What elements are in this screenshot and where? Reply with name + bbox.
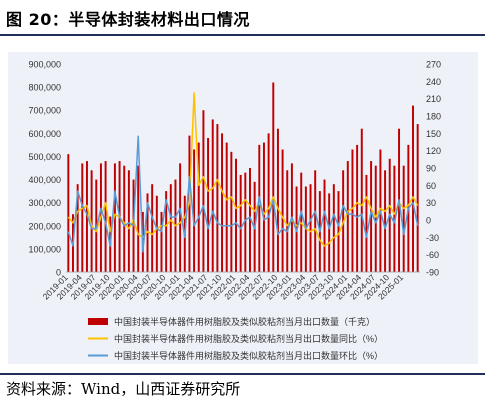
left-tick-label: 0 xyxy=(56,268,61,278)
bar-2025-03 xyxy=(412,105,414,272)
bar-series xyxy=(67,82,419,273)
chart-panel: 0 100,000 200,000 300,000 400,000 500,000 600,… xyxy=(8,52,478,364)
bar-2022-10 xyxy=(276,128,279,272)
right-tick-label: 240 xyxy=(426,77,441,87)
bar-2024-04 xyxy=(360,128,363,272)
bar-2022-08 xyxy=(267,133,270,272)
bar-2021-07 xyxy=(207,137,210,272)
right-axis-ticks: -90 -60 -30 0 30 60 90 120 150 180 210 240 270 xyxy=(426,60,441,278)
bar-2022-03 xyxy=(244,172,247,272)
bar-2022-04 xyxy=(249,168,251,272)
bar-2022-07 xyxy=(262,142,265,272)
left-tick-label: 400,000 xyxy=(28,175,61,185)
left-tick-label: 900,000 xyxy=(28,60,61,70)
bar-2020-08 xyxy=(155,195,158,272)
right-tick-label: 90 xyxy=(426,164,436,174)
right-tick-label: -90 xyxy=(426,268,439,278)
bar-2021-06 xyxy=(202,110,205,272)
right-tick-label: 210 xyxy=(426,94,441,104)
bar-2023-06 xyxy=(314,170,317,272)
bar-2022-11 xyxy=(281,149,284,272)
bar-2024-01 xyxy=(346,161,349,272)
right-tick-label: 120 xyxy=(426,146,441,156)
right-tick-label: -30 xyxy=(426,233,439,243)
bar-2025-04 xyxy=(416,124,419,272)
bar-2020-11 xyxy=(169,184,172,272)
left-tick-label: 500,000 xyxy=(28,152,61,162)
bar-2021-04 xyxy=(193,149,196,272)
right-tick-label: 270 xyxy=(426,60,441,70)
bar-2024-06 xyxy=(370,161,373,272)
legend-label: 中国封装半导体器件用树脂胶及类似胶粘剂当月出口数量环比（%） xyxy=(114,350,383,361)
legend-swatch-bars xyxy=(88,318,108,325)
bar-2024-11 xyxy=(393,165,396,272)
right-tick-label: 60 xyxy=(426,181,436,191)
bar-2023-08 xyxy=(323,179,326,272)
right-tick-label: 150 xyxy=(426,129,441,139)
bar-2023-10 xyxy=(332,184,335,272)
bar-2021-05 xyxy=(197,142,200,272)
bar-2023-09 xyxy=(328,193,331,272)
bar-2023-05 xyxy=(309,184,312,272)
source-note: 资料来源：Wind，山西证券研究所 xyxy=(6,380,241,398)
right-tick-label: 0 xyxy=(426,216,431,226)
bar-2020-04 xyxy=(137,165,140,272)
bar-2022-06 xyxy=(258,144,261,272)
right-tick-label: -60 xyxy=(426,250,439,260)
bar-2019-09 xyxy=(104,161,107,272)
left-tick-label: 700,000 xyxy=(28,106,61,116)
figure-title: 图 20：半导体封装材料出口情况 xyxy=(6,10,250,29)
bar-2022-02 xyxy=(239,174,242,272)
bar-2019-01 xyxy=(67,154,70,272)
left-tick-label: 600,000 xyxy=(28,129,61,139)
bar-2019-03 xyxy=(76,184,79,272)
bar-2020-09 xyxy=(160,211,163,272)
bar-2021-01 xyxy=(179,163,182,272)
line-series xyxy=(67,92,419,253)
chart-svg: 0 100,000 200,000 300,000 400,000 500,000 600,… xyxy=(28,60,441,362)
left-axis-ticks: 0 100,000 200,000 300,000 400,000 500,000 600,… xyxy=(28,60,61,278)
bar-2021-12 xyxy=(230,151,233,272)
bar-2020-07 xyxy=(151,184,154,272)
bar-2020-01 xyxy=(123,165,126,272)
legend-label: 中国封装半导体器件用树脂胶及类似胶粘剂当月出口数量（千克） xyxy=(114,316,375,327)
right-tick-label: 180 xyxy=(426,112,441,122)
bar-2023-11 xyxy=(337,191,340,272)
right-tick-label: 30 xyxy=(426,198,436,208)
bar-2019-06 xyxy=(90,170,93,272)
left-tick-label: 100,000 xyxy=(28,244,61,254)
left-tick-label: 200,000 xyxy=(28,221,61,231)
bar-2024-03 xyxy=(356,144,359,272)
bar-2020-02 xyxy=(127,170,130,272)
bar-2020-10 xyxy=(165,191,168,272)
bar-2024-07 xyxy=(374,165,377,272)
mom-line xyxy=(67,135,419,253)
left-tick-label: 800,000 xyxy=(28,83,61,93)
bar-2024-02 xyxy=(351,149,354,272)
bar-2021-10 xyxy=(221,133,224,272)
bar-2024-05 xyxy=(365,174,368,272)
bar-2022-12 xyxy=(286,170,289,272)
bar-2019-11 xyxy=(113,163,116,272)
bar-2025-01 xyxy=(402,165,405,272)
left-tick-label: 300,000 xyxy=(28,198,61,208)
bar-2022-09 xyxy=(272,82,275,273)
bar-2019-04 xyxy=(81,163,84,272)
legend-label: 中国封装半导体器件用树脂胶及类似胶粘剂当月出口数量同比（%） xyxy=(114,333,383,344)
title-rule xyxy=(0,34,485,36)
bar-2021-11 xyxy=(225,142,228,272)
source-rule xyxy=(0,373,485,375)
bar-2024-09 xyxy=(384,170,387,272)
bar-2021-09 xyxy=(216,124,219,272)
x-axis-ticks: 2019-012019-042019-072019-102020-012020-… xyxy=(41,272,406,301)
bar-2022-01 xyxy=(235,158,237,272)
legend: 中国封装半导体器件用树脂胶及类似胶粘剂当月出口数量（千克） 中国封装半导体器件用树… xyxy=(88,316,383,361)
bar-2021-08 xyxy=(211,119,214,272)
yoy-line xyxy=(67,92,419,247)
